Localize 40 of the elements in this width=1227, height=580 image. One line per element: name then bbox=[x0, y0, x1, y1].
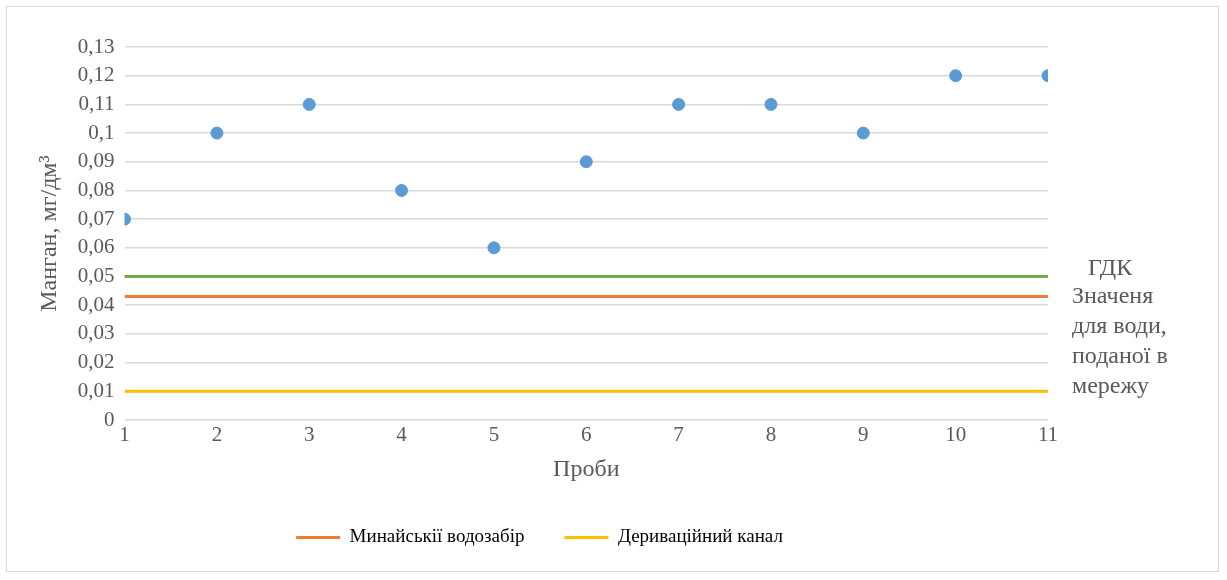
x-axis-title: Проби bbox=[553, 454, 620, 481]
y-axis-title: Манган, мг/дм³ bbox=[34, 155, 61, 312]
point bbox=[856, 126, 870, 140]
x-tick-label: 3 bbox=[303, 422, 315, 447]
legend-label: Минайськії водозабір bbox=[349, 525, 525, 547]
ref-line-label: ГДК bbox=[1088, 253, 1134, 280]
y-tick-label: 0,13 bbox=[77, 33, 115, 58]
x-tick-label: 2 bbox=[211, 422, 223, 447]
point bbox=[302, 97, 316, 111]
y-tick-label: 0,05 bbox=[77, 263, 115, 288]
y-tick-label: 0,03 bbox=[77, 320, 115, 345]
point bbox=[672, 97, 686, 111]
x-tick-label: 11 bbox=[1037, 422, 1059, 447]
x-tick-label: 5 bbox=[488, 422, 500, 447]
point bbox=[487, 241, 501, 255]
y-tick-label: 0 bbox=[104, 406, 115, 431]
y-tick-label: 0,08 bbox=[77, 176, 115, 201]
point bbox=[210, 126, 224, 140]
point bbox=[579, 155, 593, 169]
x-tick-label: 10 bbox=[945, 422, 967, 447]
y-tick-label: 0,06 bbox=[77, 234, 115, 259]
y-tick-label: 0,02 bbox=[77, 349, 115, 374]
y-tick-label: 0,09 bbox=[77, 148, 115, 173]
y-tick-label: 0,1 bbox=[88, 119, 115, 144]
y-tick-label: 0,07 bbox=[77, 205, 115, 230]
x-tick-label: 8 bbox=[765, 422, 777, 447]
y-tick-label: 0,04 bbox=[77, 291, 116, 316]
text: Значеня для води, поданої в мережу bbox=[1072, 281, 1168, 398]
point bbox=[949, 69, 963, 83]
y-tick-label: 0,11 bbox=[78, 90, 115, 115]
x-tick-label: 9 bbox=[858, 422, 869, 447]
point bbox=[764, 97, 778, 111]
y-tick-label: 0,12 bbox=[77, 62, 115, 87]
legend-label: Дериваційний канал bbox=[617, 525, 784, 547]
point bbox=[395, 183, 409, 197]
x-tick-label: 4 bbox=[396, 422, 408, 447]
x-tick-label: 1 bbox=[119, 422, 130, 447]
x-tick-label: 6 bbox=[581, 422, 592, 447]
x-tick-label: 7 bbox=[673, 422, 684, 447]
y-tick-label: 0,01 bbox=[77, 377, 115, 402]
